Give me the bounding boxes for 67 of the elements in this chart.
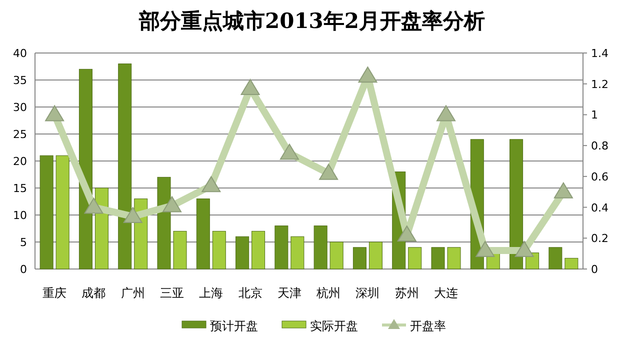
point bbox=[554, 182, 573, 198]
bar bbox=[548, 247, 562, 270]
y2-tick-label: 1 bbox=[591, 108, 598, 122]
y-tick-label: 25 bbox=[13, 128, 27, 141]
bar bbox=[564, 258, 578, 270]
bar bbox=[157, 176, 171, 270]
bar bbox=[352, 247, 366, 270]
x-tick-label: 大连 bbox=[434, 286, 458, 300]
chart-title: 部分重点城市2013年2月开盘率分析 bbox=[138, 8, 486, 33]
x-tick-label: 广州 bbox=[120, 286, 145, 300]
bar bbox=[274, 226, 288, 270]
y-tick-label: 5 bbox=[20, 236, 27, 249]
point bbox=[123, 207, 142, 224]
y2-tick-label: 1.2 bbox=[591, 78, 608, 91]
bar bbox=[212, 230, 226, 270]
x-tick-label: 北京 bbox=[238, 286, 262, 300]
point bbox=[514, 240, 534, 257]
bar bbox=[40, 155, 54, 270]
point bbox=[397, 226, 416, 242]
bar bbox=[236, 236, 250, 270]
y-tick-label: 10 bbox=[13, 209, 27, 222]
bar bbox=[314, 226, 328, 270]
x-tick-label: 杭州 bbox=[316, 286, 341, 300]
x-tick-label: 重庆 bbox=[42, 286, 67, 300]
y2-tick-label: 0.2 bbox=[591, 232, 608, 246]
y2-tick-label: 1.4 bbox=[591, 47, 608, 60]
point bbox=[84, 198, 104, 214]
y-tick-label: 15 bbox=[13, 182, 27, 195]
y2-tick-label: 0.6 bbox=[591, 170, 608, 184]
bar bbox=[56, 155, 70, 270]
point bbox=[202, 176, 221, 192]
legend-label: 开盘率 bbox=[410, 319, 446, 333]
point bbox=[162, 196, 182, 212]
point bbox=[45, 105, 64, 122]
bar bbox=[447, 247, 461, 270]
bar bbox=[196, 198, 210, 270]
y-tick-label: 0 bbox=[20, 263, 27, 276]
point bbox=[319, 164, 338, 180]
bar bbox=[510, 139, 524, 270]
bar bbox=[118, 64, 132, 270]
x-tick-label: 成都 bbox=[82, 286, 106, 300]
x-tick-label: 深圳 bbox=[356, 286, 380, 300]
bar bbox=[408, 247, 422, 270]
x-tick-label: 天津 bbox=[277, 286, 302, 300]
point bbox=[280, 144, 299, 160]
bar bbox=[252, 230, 266, 270]
y-tick-label: 35 bbox=[13, 74, 27, 87]
bar bbox=[330, 242, 344, 270]
y-tick-label: 20 bbox=[13, 155, 27, 168]
point bbox=[358, 66, 378, 83]
legend-label: 预计开盘 bbox=[210, 319, 258, 333]
point bbox=[436, 105, 456, 122]
point bbox=[476, 240, 495, 257]
x-tick-label: 三亚 bbox=[160, 286, 184, 300]
bar bbox=[173, 230, 187, 270]
y2-tick-label: 0.4 bbox=[591, 201, 608, 214]
bar bbox=[290, 236, 304, 270]
y2-tick-label: 0.8 bbox=[591, 140, 608, 153]
bar bbox=[368, 242, 382, 270]
y-tick-label: 30 bbox=[13, 101, 27, 114]
point bbox=[240, 78, 260, 95]
y2-tick-label: 0 bbox=[591, 263, 598, 276]
y-tick-label: 40 bbox=[13, 47, 27, 60]
x-tick-label: 上海 bbox=[199, 286, 224, 300]
bar bbox=[431, 247, 445, 270]
legend-label: 实际开盘 bbox=[310, 319, 358, 333]
x-tick-label: 苏州 bbox=[394, 286, 419, 300]
